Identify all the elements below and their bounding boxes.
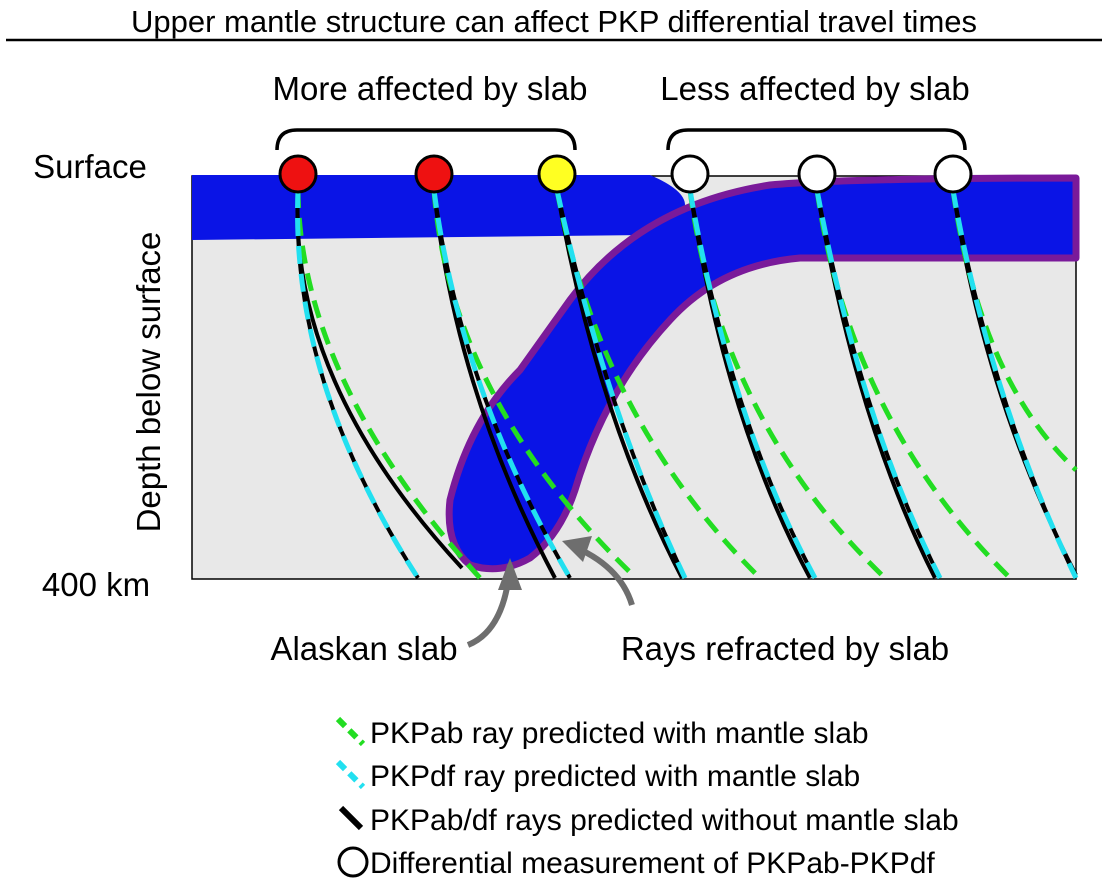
refracted-rays-label: Rays refracted by slab — [621, 630, 949, 667]
station-3 — [537, 154, 577, 194]
legend: PKPab ray predicted with mantle slab PKP… — [335, 716, 959, 880]
ray-pkpdf-6 — [950, 189, 1079, 580]
slab-arrowhead — [498, 558, 522, 590]
depth-axis-label: Depth below surface — [130, 232, 167, 533]
ray-pkpdf-4 — [687, 189, 818, 580]
group-label-more-affected: More affected by slab — [273, 70, 588, 107]
station-2 — [414, 154, 454, 194]
station-6 — [933, 154, 973, 194]
station-4 — [670, 154, 710, 194]
legend-station-text: Differential measurement of PKPab-PKPdf — [370, 847, 935, 880]
group-label-less-affected: Less affected by slab — [660, 70, 969, 107]
station-1 — [278, 154, 318, 194]
stations — [278, 154, 973, 194]
ray-paths — [295, 189, 1079, 580]
legend-pkpab-swatch — [335, 716, 366, 747]
legend-pkpdf-text: PKPdf ray predicted with mantle slab — [370, 760, 860, 793]
ray-pkpdf-1 — [295, 189, 421, 580]
refracted-arrowhead — [562, 536, 592, 562]
depth-400km-label: 400 km — [42, 566, 150, 603]
ray-pkpdf-3 — [554, 189, 688, 580]
brace-less-affected — [666, 128, 967, 151]
legend-pkpdf-swatch — [335, 759, 366, 790]
legend-noslab-swatch — [338, 805, 364, 831]
alaskan-slab-label: Alaskan slab — [270, 630, 457, 667]
station-5 — [797, 154, 837, 194]
legend-pkpab-text: PKPab ray predicted with mantle slab — [370, 717, 869, 750]
surface-label: Surface — [33, 148, 147, 185]
ray-pkpdf-2 — [431, 189, 573, 580]
ray-pkpab-1 — [295, 189, 482, 580]
ray-pkpdf-5 — [814, 189, 943, 580]
diagram-title: Upper mantle structure can affect PKP di… — [131, 4, 977, 39]
legend-station-swatch — [337, 846, 369, 878]
brace-more-affected — [275, 128, 577, 151]
legend-noslab-text: PKPab/df rays predicted without mantle s… — [370, 804, 959, 837]
ray-pkpab-6 — [950, 189, 1078, 472]
